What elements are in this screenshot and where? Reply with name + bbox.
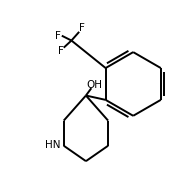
Text: F: F bbox=[58, 46, 64, 56]
Text: F: F bbox=[79, 23, 85, 33]
Text: HN: HN bbox=[45, 140, 60, 150]
Text: F: F bbox=[55, 31, 61, 41]
Text: OH: OH bbox=[87, 80, 103, 90]
